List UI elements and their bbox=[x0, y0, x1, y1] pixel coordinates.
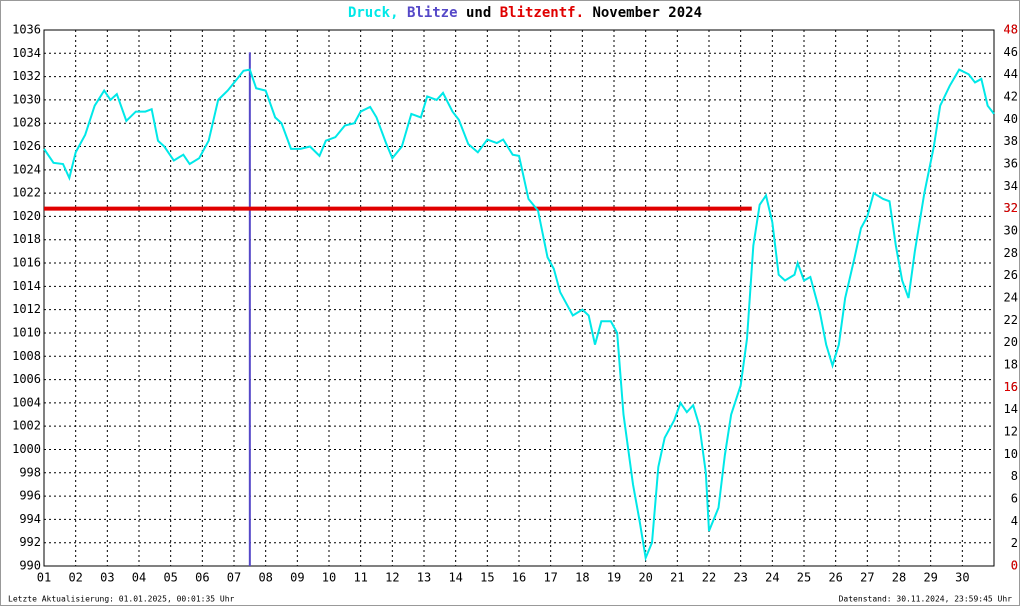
y-tick-label: 1006 bbox=[12, 372, 41, 386]
y2-tick-label: 4 bbox=[1011, 514, 1018, 528]
lightning-bar bbox=[248, 52, 251, 567]
y-tick-label: 1024 bbox=[12, 162, 41, 176]
y-tick-label: 992 bbox=[19, 535, 41, 549]
x-tick-label: 05 bbox=[163, 571, 177, 585]
y-tick-label: 1020 bbox=[12, 209, 41, 223]
x-tick-label: 27 bbox=[860, 571, 874, 585]
y-tick-label: 1004 bbox=[12, 395, 41, 409]
y2-tick-label: 26 bbox=[1004, 268, 1018, 282]
y2-tick-label: 10 bbox=[1004, 447, 1018, 461]
x-tick-label: 15 bbox=[480, 571, 494, 585]
x-tick-label: 06 bbox=[195, 571, 209, 585]
x-tick-label: 17 bbox=[543, 571, 557, 585]
series-line bbox=[43, 68, 995, 562]
plot-border bbox=[43, 29, 995, 567]
x-tick-label: 11 bbox=[353, 571, 367, 585]
y2-tick-label: 34 bbox=[1004, 179, 1018, 193]
y2-tick-label: 38 bbox=[1004, 134, 1018, 148]
footer-right: Datenstand: 30.11.2024, 23:59:45 Uhr bbox=[839, 595, 1013, 604]
y-tick-label: 1022 bbox=[12, 186, 41, 200]
y2-tick-label: 32 bbox=[1004, 201, 1018, 215]
y2-tick-label: 12 bbox=[1004, 425, 1018, 439]
y2-tick-label: 48 bbox=[1004, 23, 1018, 37]
x-tick-label: 04 bbox=[132, 571, 146, 585]
x-tick-label: 16 bbox=[512, 571, 526, 585]
y-tick-label: 1030 bbox=[12, 92, 41, 106]
title-druck: Druck, bbox=[348, 5, 399, 21]
y-tick-label: 1028 bbox=[12, 116, 41, 130]
y-tick-label: 1014 bbox=[12, 279, 41, 293]
x-tick-label: 23 bbox=[733, 571, 747, 585]
x-tick-label: 30 bbox=[955, 571, 969, 585]
y2-tick-label: 46 bbox=[1004, 45, 1018, 59]
x-tick-label: 14 bbox=[448, 571, 462, 585]
title-blitzentf: Blitzentf. bbox=[500, 5, 584, 21]
y2-tick-label: 16 bbox=[1004, 380, 1018, 394]
y2-red-tick-label: 16 bbox=[1004, 380, 1018, 394]
y2-tick-label: 0 bbox=[1011, 559, 1018, 573]
x-tick-label: 22 bbox=[702, 571, 716, 585]
x-tick-label: 08 bbox=[258, 571, 272, 585]
y-tick-label: 1002 bbox=[12, 419, 41, 433]
y-tick-label: 1018 bbox=[12, 232, 41, 246]
title-und: und bbox=[466, 5, 491, 21]
x-tick-label: 28 bbox=[892, 571, 906, 585]
x-tick-label: 29 bbox=[923, 571, 937, 585]
x-tick-label: 26 bbox=[828, 571, 842, 585]
x-tick-label: 19 bbox=[607, 571, 621, 585]
y-tick-label: 1010 bbox=[12, 325, 41, 339]
x-tick-label: 03 bbox=[100, 571, 114, 585]
y2-tick-label: 24 bbox=[1004, 291, 1018, 305]
x-tick-label: 18 bbox=[575, 571, 589, 585]
y2-tick-label: 6 bbox=[1011, 492, 1018, 506]
y-tick-label: 1000 bbox=[12, 442, 41, 456]
x-tick-label: 07 bbox=[227, 571, 241, 585]
y2-tick-label: 28 bbox=[1004, 246, 1018, 260]
x-tick-label: 10 bbox=[322, 571, 336, 585]
x-tick-label: 12 bbox=[385, 571, 399, 585]
y-tick-label: 996 bbox=[19, 489, 41, 503]
y2-tick-label: 18 bbox=[1004, 358, 1018, 372]
chart-title: Druck, Blitze und Blitzentf. November 20… bbox=[348, 5, 702, 21]
y2-tick-label: 8 bbox=[1011, 469, 1018, 483]
y-tick-label: 1026 bbox=[12, 139, 41, 153]
y2-tick-label: 30 bbox=[1004, 224, 1018, 238]
title-blitze: Blitze bbox=[407, 5, 458, 21]
x-tick-label: 21 bbox=[670, 571, 684, 585]
y-tick-label: 1008 bbox=[12, 349, 41, 363]
y2-red-tick-label: 48 bbox=[1004, 23, 1018, 37]
y-tick-label: 994 bbox=[19, 512, 41, 526]
footer-left: Letzte Aktualisierung: 01.01.2025, 00:01… bbox=[8, 595, 235, 604]
y2-tick-label: 42 bbox=[1004, 90, 1018, 104]
x-tick-label: 02 bbox=[68, 571, 82, 585]
y2-red-tick-label: 32 bbox=[1004, 201, 1018, 215]
y-tick-label: 1034 bbox=[12, 46, 41, 60]
x-tick-label: 20 bbox=[638, 571, 652, 585]
x-tick-label: 13 bbox=[417, 571, 431, 585]
x-tick-label: 01 bbox=[37, 571, 51, 585]
x-tick-label: 09 bbox=[290, 571, 304, 585]
y2-red-tick-label: 0 bbox=[1011, 559, 1018, 573]
y2-tick-label: 36 bbox=[1004, 157, 1018, 171]
y-tick-label: 1036 bbox=[12, 23, 41, 37]
x-tick-label: 24 bbox=[765, 571, 779, 585]
x-tick-label: 25 bbox=[797, 571, 811, 585]
y2-tick-label: 14 bbox=[1004, 402, 1018, 416]
y2-tick-label: 44 bbox=[1004, 67, 1018, 81]
y-tick-label: 998 bbox=[19, 465, 41, 479]
y2-tick-label: 40 bbox=[1004, 112, 1018, 126]
y-tick-label: 1016 bbox=[12, 256, 41, 270]
y-tick-label: 1012 bbox=[12, 302, 41, 316]
y2-tick-label: 20 bbox=[1004, 335, 1018, 349]
y-tick-label: 1032 bbox=[12, 69, 41, 83]
title-month: November 2024 bbox=[592, 5, 702, 21]
y2-tick-label: 2 bbox=[1011, 536, 1018, 550]
y2-tick-label: 22 bbox=[1004, 313, 1018, 327]
y-tick-label: 990 bbox=[19, 559, 41, 573]
